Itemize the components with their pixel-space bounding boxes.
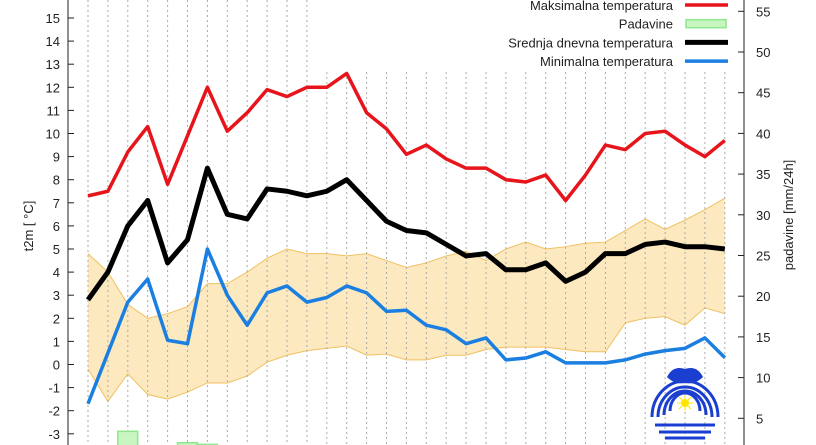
y2-tick-label: 10	[756, 371, 770, 386]
precipitation-bars	[117, 430, 219, 445]
y2-tick-label: 45	[756, 86, 770, 101]
y2-tick-label: 50	[756, 45, 770, 60]
y-tick-label: 9	[53, 150, 60, 165]
y-tick-label: 7	[53, 196, 60, 211]
vertical-grid	[87, 0, 726, 445]
series-line-max	[87, 71, 726, 203]
institution-logo	[650, 368, 720, 440]
band-lower-edge	[87, 307, 725, 403]
y2-tick-label: 15	[756, 330, 770, 345]
legend-label: Srednja dnevna temperatura	[508, 35, 674, 50]
y-tick-label: 1	[53, 334, 60, 349]
legend-swatch	[685, 18, 727, 29]
legend-label: Minimalna temperatura	[540, 54, 674, 69]
y-tick-label: 11	[47, 103, 61, 118]
y2-tick-label: 35	[756, 167, 770, 182]
y2-tick-label: 25	[756, 249, 770, 264]
series-line-min	[86, 247, 727, 405]
y2-tick-label: 40	[756, 126, 770, 141]
y-axis-label: t2m [ °C]	[21, 201, 36, 252]
series-line-mean	[85, 165, 726, 302]
y-tick-label: 0	[53, 358, 60, 373]
y2-axis-label: padavine [mm/24h]	[781, 160, 796, 271]
axes: -3-2-10123456789101112131415510152025303…	[46, 0, 770, 445]
y-tick-label: -2	[48, 404, 60, 419]
y2-tick-label: 20	[756, 289, 770, 304]
y-tick-label: -1	[48, 381, 60, 396]
legend-label: Maksimalna temperatura	[530, 0, 674, 13]
y-tick-label: 5	[53, 242, 60, 257]
precipitation-bar	[176, 441, 199, 445]
temperature-lines	[85, 71, 727, 405]
y2-tick-label: 55	[756, 4, 770, 19]
y2-tick-label: 30	[756, 208, 770, 223]
y-tick-label: 14	[46, 34, 60, 49]
y-tick-label: 15	[46, 11, 60, 26]
y-tick-label: 10	[46, 127, 60, 142]
y-tick-label: 12	[46, 80, 60, 95]
legend-label: Padavine	[619, 17, 673, 32]
y-tick-label: 13	[46, 57, 60, 72]
legend: Maksimalna temperatura Padavine Srednja dn…	[508, 0, 728, 69]
precipitation-bar	[117, 430, 139, 445]
y-tick-label: 3	[53, 288, 60, 303]
y-tick-label: 6	[53, 219, 60, 234]
y-tick-label: 4	[53, 265, 60, 280]
y-tick-label: -3	[48, 427, 60, 442]
y2-tick-label: 5	[756, 411, 763, 426]
y-tick-label: 2	[53, 311, 60, 326]
y-tick-label: 8	[53, 173, 60, 188]
